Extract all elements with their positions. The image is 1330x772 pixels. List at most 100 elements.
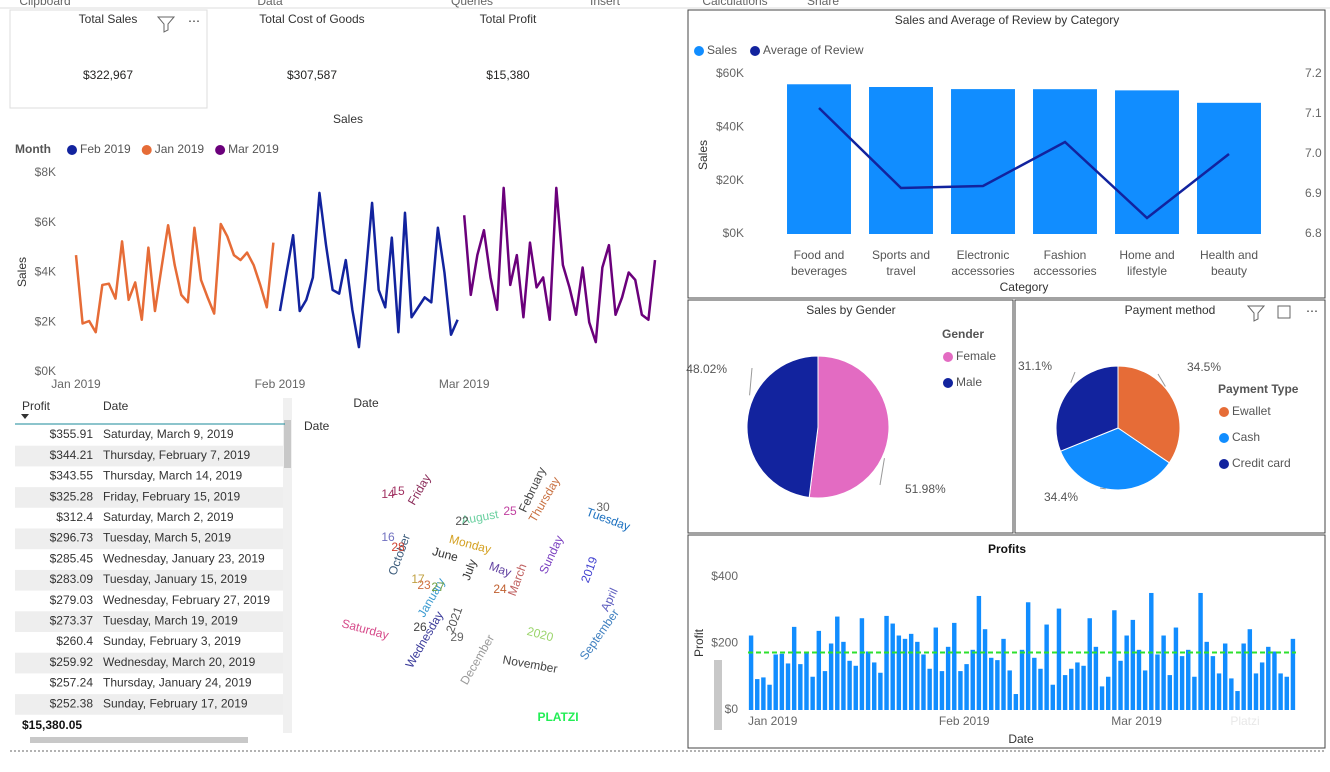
date-cell: Wednesday, February 27, 2019 <box>103 593 270 607</box>
scrollbar[interactable] <box>283 398 292 733</box>
bar <box>1044 624 1049 710</box>
word: Friday <box>405 472 434 508</box>
leader-line <box>749 367 753 396</box>
ribbon-label: Queries <box>451 0 493 8</box>
date-cell: Saturday, March 2, 2019 <box>103 510 234 524</box>
bar <box>958 671 963 710</box>
y-axis-label: Sales <box>696 140 710 170</box>
bar <box>1155 654 1160 710</box>
more-icon[interactable]: ⋯ <box>1306 304 1318 318</box>
pie-slice <box>1055 365 1119 452</box>
more-icon[interactable]: ⋯ <box>188 14 200 28</box>
filter-icon[interactable] <box>156 16 176 33</box>
profit-cell: $285.45 <box>50 551 94 565</box>
word: November <box>502 652 559 675</box>
x-axis-label: Date <box>353 396 379 410</box>
bar <box>970 649 975 710</box>
filter-icon[interactable] <box>1246 305 1266 322</box>
watermark: Platzi <box>1230 714 1259 728</box>
h-scroll-thumb[interactable] <box>30 737 248 743</box>
y2-tick-label: 7.0 <box>1305 146 1322 160</box>
bar <box>1069 668 1074 710</box>
scroll-thumb[interactable] <box>714 660 722 730</box>
row-band <box>15 487 283 508</box>
y-axis-label: Profit <box>692 628 706 657</box>
leader-line <box>1099 487 1106 490</box>
data-label: 51.98% <box>905 482 946 496</box>
bar <box>1124 635 1129 710</box>
y-tick-label: $60K <box>716 66 744 80</box>
legend-marker <box>943 378 953 388</box>
x-axis-label: Date <box>1008 732 1034 746</box>
bar <box>1210 656 1216 710</box>
profit-cell: $273.37 <box>50 613 94 627</box>
bar <box>1075 662 1080 710</box>
panel-frame <box>1014 299 1326 534</box>
chart-title: Profits <box>988 542 1026 556</box>
profit-cell: $343.55 <box>50 469 94 483</box>
x-tick-label: Home and lifestyle <box>1119 248 1175 278</box>
legend-label: Male <box>956 375 982 389</box>
legend-title: Month <box>15 142 51 156</box>
column-header: Profit <box>22 399 51 413</box>
row-band <box>15 611 283 632</box>
legend-label: Ewallet <box>1232 404 1271 418</box>
card-label: Total Sales <box>79 12 138 26</box>
x-tick-label: Jan 2019 <box>748 714 798 728</box>
legend-title: Payment Type <box>1218 382 1299 396</box>
bar <box>964 664 969 710</box>
bar <box>1161 635 1166 710</box>
bar <box>995 660 1000 710</box>
x-tick-label: Jan 2019 <box>51 377 101 391</box>
date-cell: Sunday, February 3, 2019 <box>103 634 241 648</box>
word: August <box>460 507 500 527</box>
scroll-thumb[interactable] <box>284 420 291 468</box>
ribbon-label: Share <box>807 0 839 8</box>
card-label: Total Cost of Goods <box>259 12 364 26</box>
y-tick-label: $200 <box>711 636 738 650</box>
bar <box>933 627 939 710</box>
row-band <box>15 694 283 715</box>
word: Sunday <box>536 533 566 576</box>
legend-marker <box>141 145 152 155</box>
word: June <box>431 544 460 564</box>
y-tick-label: $20K <box>716 173 744 187</box>
date-cell: Tuesday, March 5, 2019 <box>103 531 231 545</box>
bar <box>1222 643 1228 710</box>
x-tick-label: Sports and travel <box>871 248 931 278</box>
bar <box>1025 602 1031 710</box>
legend-label: Feb 2019 <box>80 142 131 156</box>
date-cell: Sunday, February 17, 2019 <box>103 696 248 710</box>
legend-label: Cash <box>1232 430 1260 444</box>
bar <box>927 668 932 710</box>
bar <box>1253 673 1259 710</box>
bar <box>1197 102 1261 234</box>
bar <box>785 663 791 710</box>
legend-label: Average of Review <box>763 43 864 57</box>
bar <box>865 651 871 710</box>
bar <box>1001 638 1006 710</box>
row-band <box>15 569 283 591</box>
panel-frame <box>687 299 1014 534</box>
legend-label: Jan 2019 <box>155 142 205 156</box>
profit-cell: $344.21 <box>50 448 94 462</box>
focus-icon[interactable] <box>1277 305 1291 319</box>
bar <box>1235 691 1240 710</box>
bar <box>1149 592 1154 710</box>
word: 24 <box>493 582 507 596</box>
row-band <box>15 528 283 550</box>
bar <box>921 654 926 710</box>
x-tick-label: Health and beauty <box>1199 248 1259 278</box>
word: 25 <box>503 504 517 518</box>
bar <box>1130 619 1136 710</box>
bar <box>1087 618 1092 710</box>
bar <box>982 629 988 710</box>
bar <box>1007 670 1012 710</box>
bar <box>945 646 951 710</box>
column-header: Date <box>103 399 129 413</box>
bar <box>872 662 877 710</box>
profit-cell: $325.28 <box>50 489 94 503</box>
pie-slice <box>1059 427 1170 491</box>
